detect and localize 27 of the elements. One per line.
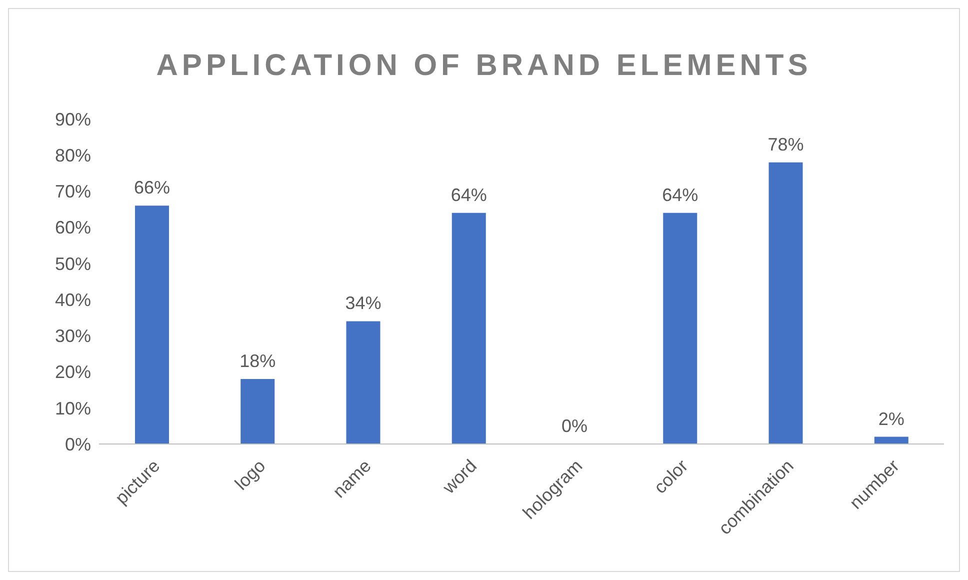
bar <box>768 162 803 444</box>
data-label: 2% <box>878 408 904 429</box>
data-label: 78% <box>768 134 804 154</box>
y-tick-label: 40% <box>54 290 91 310</box>
y-tick-label: 30% <box>54 326 91 346</box>
bar <box>663 212 698 444</box>
y-tick-label: 50% <box>54 254 91 274</box>
bar <box>874 436 908 444</box>
bar <box>135 206 169 444</box>
y-tick-label: 0% <box>64 434 91 454</box>
y-tick-label: 70% <box>54 182 91 202</box>
x-tick-label: logo <box>231 456 270 494</box>
y-tick-label: 90% <box>54 109 91 130</box>
y-tick-label: 10% <box>54 398 91 418</box>
y-tick-label: 80% <box>54 146 91 166</box>
data-label: 64% <box>662 184 698 205</box>
data-label: 0% <box>561 416 588 436</box>
bar <box>240 379 275 444</box>
data-label: 34% <box>345 293 382 314</box>
chart-title: APPLICATION OF BRAND ELEMENTS <box>155 49 813 83</box>
bar <box>452 212 486 444</box>
data-label: 18% <box>240 351 276 371</box>
y-tick-label: 20% <box>54 362 91 382</box>
data-label: 64% <box>450 184 487 205</box>
y-tick-label: 60% <box>54 218 91 238</box>
data-label: 66% <box>134 178 170 198</box>
bar <box>346 321 380 444</box>
